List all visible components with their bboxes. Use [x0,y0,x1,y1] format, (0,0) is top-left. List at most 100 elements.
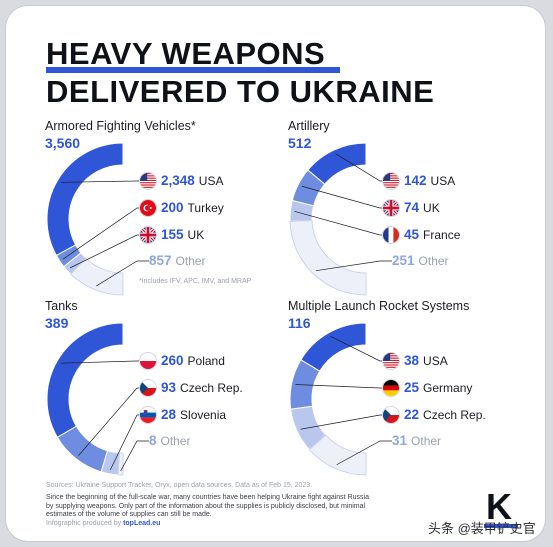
legend-entry: 45 France [404,226,460,244]
legend-label: Czech Rep. [423,408,486,422]
legend-label: UK [423,201,440,215]
legend-entry: 2,348 USA [161,172,223,190]
legend-label: Other [175,254,206,268]
data-label: 260 [161,353,184,368]
donut-slice-other [289,220,367,296]
legend-label: Turkey [187,201,224,215]
legend-label: Czech Rep. [180,381,243,395]
legend-label: Poland [187,354,225,368]
data-label: 8 [149,433,157,448]
czech-flag-icon [382,406,400,424]
usa-flag-icon [382,352,400,370]
legend-label: France [423,228,461,242]
data-label: 31 [392,433,408,448]
legend-label: Other [418,254,449,268]
legend-label: USA [198,174,224,188]
legend-entry: 74 UK [404,199,440,217]
watermark: 头条 @装甲铲史官 [428,521,536,536]
chart-total: 389 [45,315,69,331]
chart-total: 116 [288,315,311,331]
legend-entry: 8 Other [149,432,191,450]
donut-slice-other [70,257,124,296]
produced-by: Infographic produced by topLead.eu [46,520,160,527]
leader-line [120,440,149,472]
brand-logo: K [484,486,518,528]
czech-flag-icon [139,379,157,397]
germany-flag-icon [382,379,400,397]
donut-slice-usa [300,322,367,372]
legend-label: UK [187,228,205,242]
half-donut-chart [289,322,396,476]
legend-entry: 31 Other [392,432,441,450]
data-label: 45 [404,227,420,242]
data-label: 857 [149,253,172,268]
chart-total: 3,560 [45,135,81,151]
data-label: 251 [392,253,415,268]
half-donut-chart [289,142,396,296]
produced-prefix: Infographic produced by [46,520,124,527]
data-label: 25 [404,380,420,395]
usa-flag-icon [139,172,157,190]
usa-flag-icon [382,172,400,190]
uk-flag-icon [139,226,157,244]
legend-entry: 25 Germany [404,379,472,397]
slovenia-flag-icon [139,406,157,424]
title-line-2: DELIVERED TO UKRAINE [46,74,435,109]
panel-tanks: Tanks 389 260 Poland 93 Czech Rep. 28 Sloveni… [45,299,305,479]
chart-title: Multiple Launch Rocket Systems [288,299,470,313]
infographic-card: HEAVY WEAPONS DELIVERED TO UKRAINE Armor… [6,6,545,541]
legend-entry: 38 USA [404,352,448,370]
legend-entry: 200 Turkey [161,199,224,217]
data-label: 22 [404,407,420,422]
chart-total: 512 [288,135,312,151]
legend-label: Slovenia [180,408,227,422]
chart-title: Artillery [288,119,330,133]
sources-text: Sources: Ukraine Support Tracker, Oryx, … [46,482,313,489]
title-underline [46,67,340,73]
data-label: 93 [161,380,177,395]
turkey-flag-icon [139,199,157,217]
legend-label: Other [411,434,442,448]
legend-entry: 857 Other [149,252,206,270]
half-donut-chart [46,142,153,296]
panel-mlrs: Multiple Launch Rocket Systems 116 38 USA… [288,299,545,479]
chart-title: Armored Fighting Vehicles* [45,119,196,133]
data-label: 200 [161,200,184,215]
afv-footnote: *Includes IFV, APC, IMV, and MRAP [139,278,252,285]
chart-title: Tanks [45,299,78,313]
leader-line [96,260,149,287]
legend-label: Other [160,434,191,448]
legend-entry: 155 UK [161,226,204,244]
legend-entry: 251 Other [392,252,449,270]
donut-slice-czech-rep- [56,425,109,473]
data-label: 142 [404,173,427,188]
legend-entry: 260 Poland [161,352,225,370]
note-text: Since the beginning of the full-scale wa… [46,494,369,518]
leader-line [336,440,392,466]
uk-flag-icon [382,199,400,217]
legend-entry: 142 USA [404,172,455,190]
panel-artillery: Artillery 512 142 USA 74 UK 45 France 251 Other [288,119,545,299]
data-label: 28 [161,407,177,422]
legend-label: USA [423,354,448,368]
legend-entry: 93 Czech Rep. [161,379,243,397]
donut-slice-other [308,434,367,476]
logo-letter: K [486,486,512,527]
france-flag-icon [382,226,400,244]
poland-flag-icon [139,352,157,370]
data-label: 155 [161,227,184,242]
data-label: 74 [404,200,420,215]
legend-entry: 22 Czech Rep. [404,406,486,424]
data-label: 38 [404,353,420,368]
legend-entry: 28 Slovenia [161,406,226,424]
producer-link[interactable]: topLead.eu [123,520,161,527]
data-label: 2,348 [161,173,195,188]
leader-line [315,260,392,272]
title-line-1: HEAVY WEAPONS [46,36,326,71]
legend-label: Germany [423,381,473,395]
legend-label: USA [430,174,456,188]
half-donut-chart [46,322,153,476]
logo-bar [484,524,518,528]
donut-slice-poland [46,322,124,439]
panel-armored-vehicles: Armored Fighting Vehicles* 3,560 2,348 US… [45,119,305,299]
